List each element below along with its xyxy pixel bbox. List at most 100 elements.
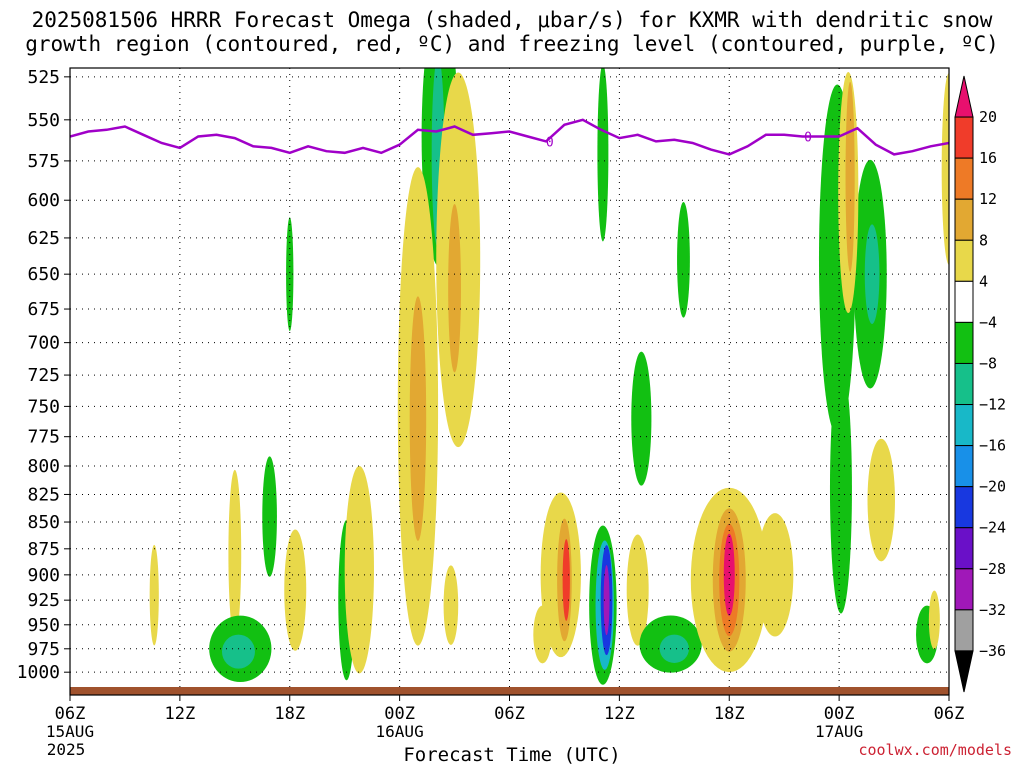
omega-region-yellow-38 [756,513,794,637]
x-date-label: 17AUG [815,722,863,741]
omega-region-yellow-22 [533,605,552,664]
x-tick-label: 18Z [714,704,745,724]
colorbar-swatch [954,362,974,406]
x-tick-label: 12Z [165,704,196,724]
omega-region-yellow-3 [228,469,242,639]
omega-region-pink-center [723,533,735,616]
x-tick-label: 00Z [824,704,855,724]
colorbar-swatch [954,650,974,693]
colorbar-label: −24 [979,519,1006,537]
colorbar-swatch [954,239,974,282]
y-tick-label: 850 [27,512,60,533]
y-tick-label: 1000 [17,662,60,683]
omega-region-yellow-6 [149,544,159,646]
omega-region-teal-bottom-left [221,634,255,669]
colorbar-swatch [954,527,974,570]
colorbar-label: −28 [979,560,1006,578]
colorbar-label: 20 [979,108,997,126]
omega-region-yellow-near-21 [443,565,459,645]
colorbar-label: −8 [979,354,997,372]
colorbar-label: 4 [979,272,988,290]
omega-region-orange-2 [448,204,461,373]
omega-region-yellow-5 [344,466,374,674]
y-tick-label: 675 [27,299,60,320]
omega-region-purple-ring [603,565,610,636]
colorbar-label: −12 [979,396,1006,414]
freezing-level-label: 0 [546,135,554,150]
y-tick-label: 550 [27,110,60,131]
ground-surface [70,687,949,695]
colorbar-swatch [954,280,974,323]
x-axis-title: Forecast Time (UTC) [403,744,621,766]
colorbar-swatch [954,568,974,611]
omega-region-teal-bottom-mid [659,634,689,664]
credit-link[interactable]: coolwx.com/models [858,741,1012,759]
omega-region-red-7 [562,539,570,621]
y-tick-label: 975 [27,639,60,660]
colorbar-label: −32 [979,601,1006,619]
omega-region-green-13 [286,217,294,332]
omega-region-orange-right [845,81,855,272]
colorbar-swatch [954,609,974,652]
omega-region-orange-1 [409,296,427,541]
omega-region-green-31 [631,351,652,486]
chart-title-line-1: 2025081506 HRRR Forecast Omega (shaded, … [31,8,993,32]
colorbar-swatch [954,75,974,118]
freezing-level-line [70,118,949,156]
omega-region-green-15 [262,456,277,577]
y-tick-label: 825 [27,484,60,505]
omega-region-green-33 [677,202,690,318]
y-tick-label: 575 [27,151,60,172]
omega-region-yellow-4 [284,529,307,651]
colorbar-swatch [954,445,974,488]
y-tick-label: 600 [27,190,60,211]
colorbar-label: −36 [979,642,1006,660]
y-tick-label: 700 [27,333,60,354]
y-tick-label: 750 [27,396,60,417]
omega-region-green-right-low [829,364,852,614]
chart-title-line-2: growth region (contoured, red, ºC) and f… [25,32,999,56]
colorbar-swatch [954,116,974,159]
y-tick-label: 650 [27,264,60,285]
y-tick-label: 950 [27,615,60,636]
x-tick-label: 06Z [934,704,965,724]
x-tick-label: 18Z [274,704,305,724]
omega-region-yellow-right-low [867,438,895,562]
omega-region-green-28 [597,68,609,242]
freezing-level-label: 0 [804,130,812,145]
y-tick-label: 800 [27,456,60,477]
colorbar-swatch [954,486,974,529]
colorbar-label: −4 [979,313,997,331]
y-axis: 525 550 575 600 625 650 675 700 725 750 775 800 825 8… [17,67,70,683]
colorbar-swatch [954,198,974,241]
x-tick-label: 06Z [55,704,86,724]
x-tick-label: 12Z [604,704,635,724]
x-tick-label: 06Z [494,704,525,724]
omega-region-yellow-far-right [941,72,949,265]
omega-shading [149,68,949,685]
colorbar: 20 16 12 8 4 −4 −8 −12 −16 −20 −24 −28 −32 −36 [954,75,1006,693]
x-year-label: 2025 [47,740,86,759]
colorbar-swatch [954,404,974,447]
y-tick-label: 900 [27,565,60,586]
omega-region-teal-right [864,224,880,324]
y-tick-label: 775 [27,427,60,448]
plot-background [70,68,949,695]
colorbar-label: −16 [979,437,1006,455]
y-tick-label: 625 [27,228,60,249]
omega-region-yellow-32 [626,534,649,646]
colorbar-label: 16 [979,149,997,167]
x-date-label: 15AUG [46,722,94,741]
x-date-label: 16AUG [376,722,424,741]
omega-region-yellow-far-right-bot [928,590,940,650]
x-tick-label: 00Z [384,704,415,724]
y-tick-label: 875 [27,539,60,560]
y-tick-label: 525 [27,67,60,88]
y-tick-label: 925 [27,590,60,611]
colorbar-swatch [954,157,974,200]
colorbar-label: 12 [979,190,997,208]
colorbar-label: 8 [979,231,988,249]
